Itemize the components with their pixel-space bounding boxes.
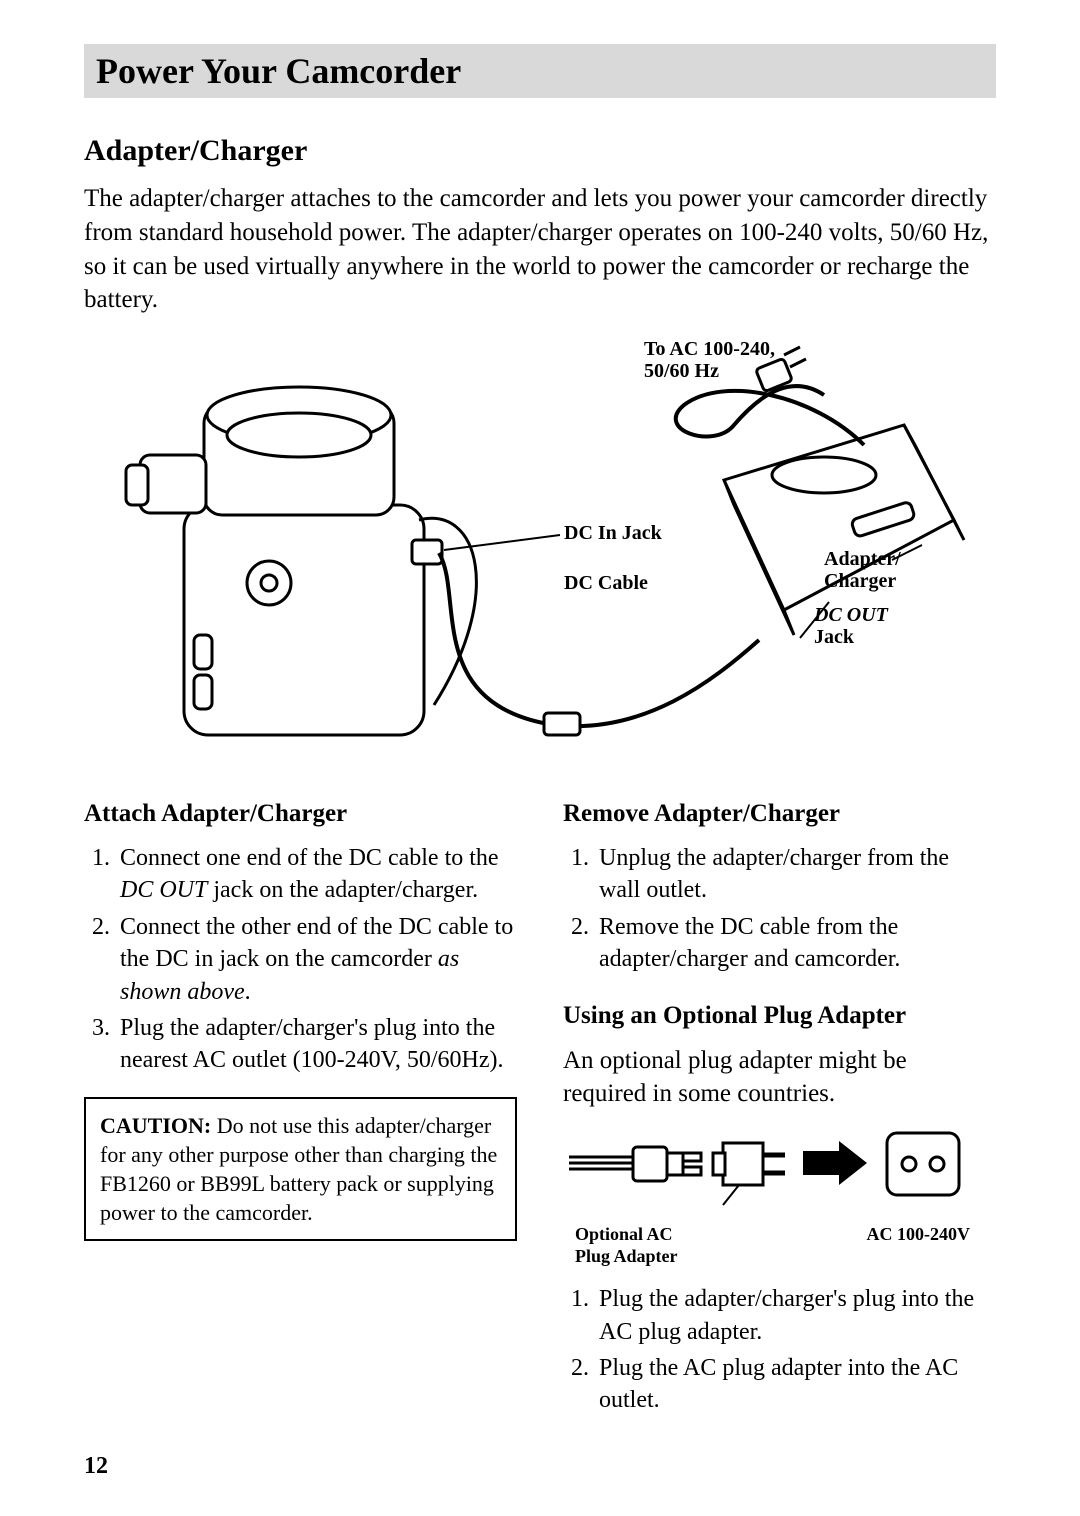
right-column: Remove Adapter/Charger Unplug the adapte…	[563, 800, 996, 1437]
attach-step-1c: jack on the adapter/charger.	[207, 877, 478, 903]
label-dc-in: DC In Jack	[564, 522, 663, 544]
page-title-bar: Power Your Camcorder	[84, 44, 996, 98]
attach-step-3: Plug the adapter/charger's plug into the…	[116, 1012, 517, 1077]
plug-label-left-1: Optional AC	[575, 1224, 673, 1244]
optional-intro: An optional plug adapter might be requir…	[563, 1044, 996, 1112]
optional-steps: Plug the adapter/charger's plug into the…	[563, 1283, 996, 1417]
attach-heading: Attach Adapter/Charger	[84, 800, 517, 828]
plug-adapter-diagram	[563, 1123, 996, 1218]
two-column-layout: Attach Adapter/Charger Connect one end o…	[84, 800, 996, 1437]
label-adapter-2: Charger	[824, 570, 896, 592]
attach-step-1a: Connect one end of the DC cable to the	[120, 845, 499, 871]
optional-heading: Using an Optional Plug Adapter	[563, 1002, 996, 1030]
label-ac-1: To AC 100-240,	[644, 338, 775, 360]
attach-step-2c: .	[245, 979, 251, 1005]
section-heading: Adapter/Charger	[84, 134, 996, 168]
plug-labels: Optional AC Plug Adapter AC 100-240V	[563, 1224, 996, 1267]
page-title: Power Your Camcorder	[96, 50, 984, 92]
label-adapter-1: Adapter/	[824, 548, 901, 570]
attach-step-1: Connect one end of the DC cable to the D…	[116, 842, 517, 907]
remove-step-1: Unplug the adapter/charger from the wall…	[595, 842, 996, 907]
left-column: Attach Adapter/Charger Connect one end o…	[84, 800, 517, 1437]
label-ac-2: 50/60 Hz	[644, 360, 719, 382]
label-dcout: DC OUT	[813, 604, 889, 626]
label-jack: Jack	[814, 626, 855, 648]
optional-step-2: Plug the AC plug adapter into the AC out…	[595, 1352, 996, 1417]
page-number: 12	[84, 1453, 108, 1480]
plug-label-right: AC 100-240V	[867, 1224, 971, 1267]
remove-heading: Remove Adapter/Charger	[563, 800, 996, 828]
plug-label-left-2: Plug Adapter	[575, 1246, 678, 1266]
attach-step-2: Connect the other end of the DC cable to…	[116, 911, 517, 1008]
attach-steps: Connect one end of the DC cable to the D…	[84, 842, 517, 1077]
caution-label: CAUTION:	[100, 1113, 211, 1138]
remove-steps: Unplug the adapter/charger from the wall…	[563, 842, 996, 976]
caution-box: CAUTION: Do not use this adapter/charger…	[84, 1097, 517, 1241]
optional-step-1: Plug the adapter/charger's plug into the…	[595, 1283, 996, 1348]
attach-step-1b: DC OUT	[120, 877, 207, 903]
main-diagram: To AC 100-240, 50/60 Hz DC In Jack DC Ca…	[84, 335, 996, 770]
plug-label-left: Optional AC Plug Adapter	[575, 1224, 678, 1267]
label-dc-cable: DC Cable	[564, 572, 648, 594]
remove-step-2: Remove the DC cable from the adapter/cha…	[595, 911, 996, 976]
section-intro: The adapter/charger attaches to the camc…	[84, 182, 996, 317]
